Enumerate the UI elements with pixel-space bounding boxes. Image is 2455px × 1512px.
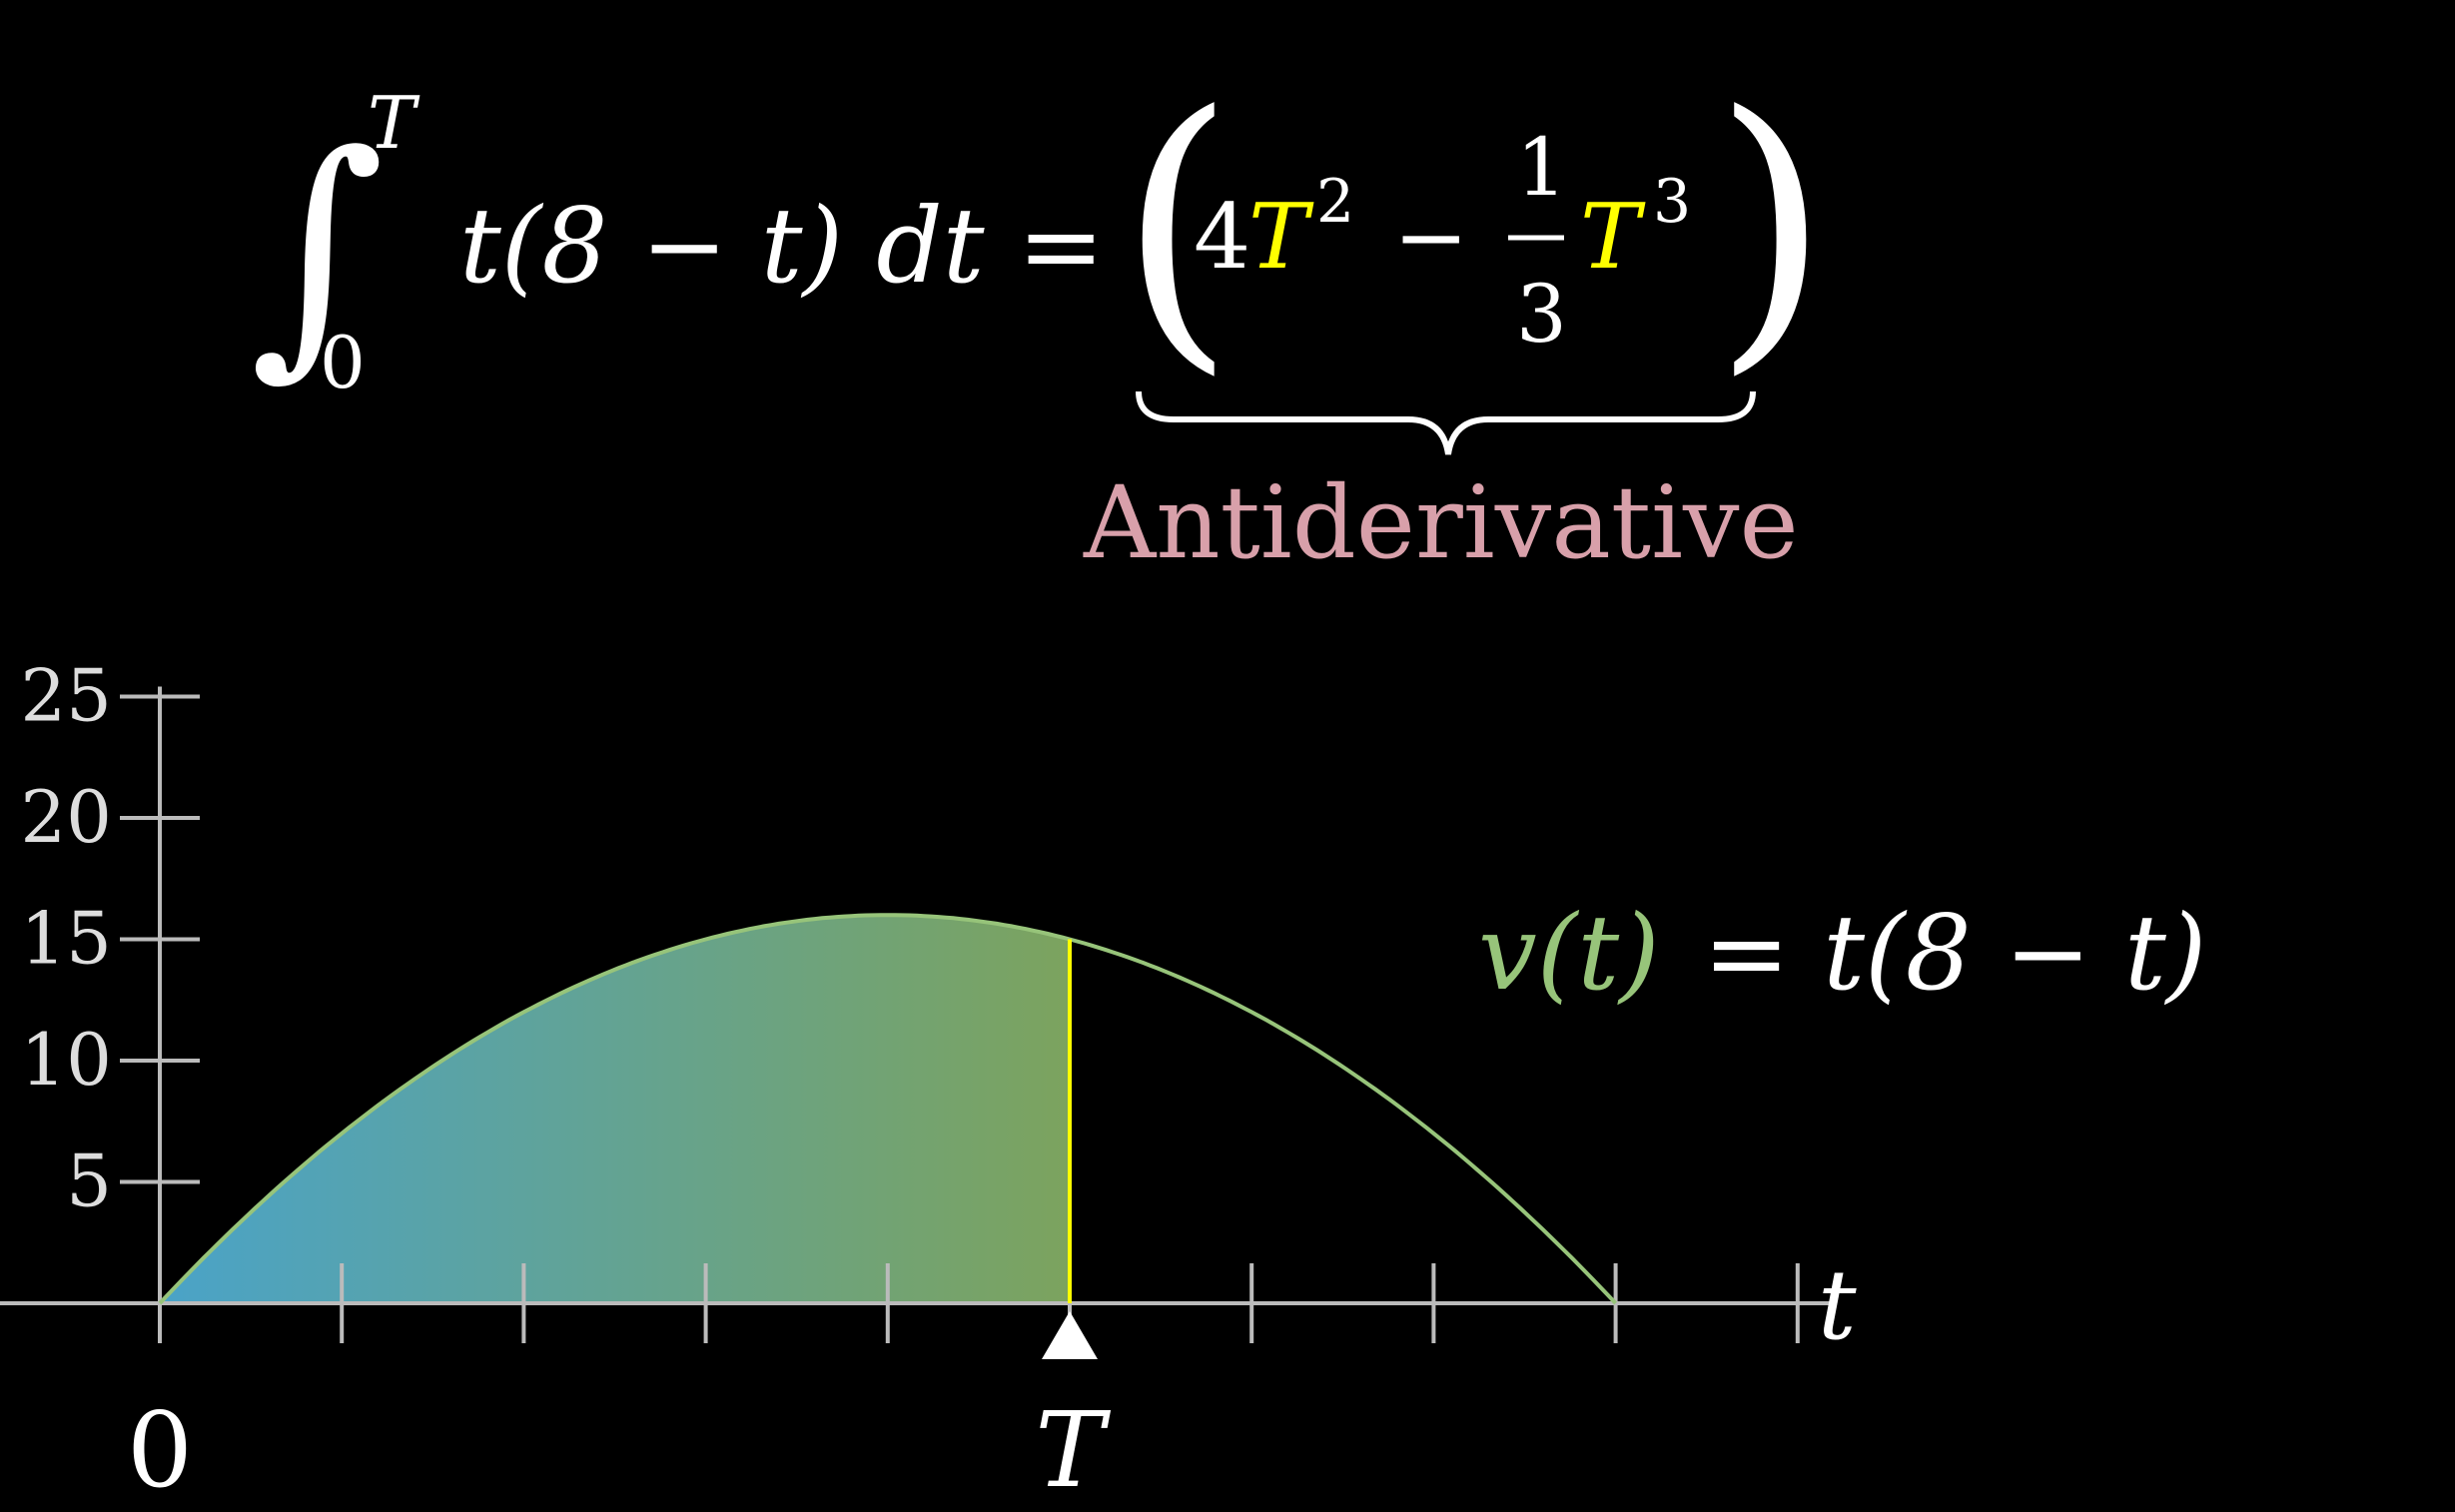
curve-label: v(t) = t(8 − t) xyxy=(1478,892,2206,1014)
integral-lower-limit: 0 xyxy=(320,321,366,404)
x-tick-label: 0 xyxy=(127,1389,193,1511)
rhs-coef1: 4 xyxy=(1194,185,1250,290)
integral-formula: ∫ T 0 t(8 − t) dt = ( 4 T 2 − 1 3 T 3 ) … xyxy=(250,52,1830,581)
x-tick-label: T xyxy=(1035,1389,1111,1511)
y-tick-label: 25 xyxy=(20,654,112,738)
rhs-exp1: 2 xyxy=(1316,167,1354,237)
x-axis-label: t xyxy=(1818,1249,1857,1361)
antiderivative-label: Antiderivative xyxy=(1083,464,1799,581)
curve-label-rhs: = t(8 − t) xyxy=(1703,892,2206,1014)
rhs-var2: T xyxy=(1580,185,1646,290)
axes: 5 10 15 20 25 t xyxy=(0,654,1857,1361)
y-tick-label: 15 xyxy=(20,897,112,981)
rhs-var1: T xyxy=(1248,185,1314,290)
rhs-minus: − xyxy=(1393,185,1468,290)
y-tick-label: 5 xyxy=(66,1139,112,1223)
left-paren: ( xyxy=(1119,52,1235,400)
integral-shaded-area xyxy=(160,915,1070,1303)
integral-sign: ∫ xyxy=(250,100,385,401)
integrand: t(8 − t) dt = xyxy=(459,185,1105,307)
underbrace xyxy=(1136,390,1756,455)
curve-label-lhs: v(t) xyxy=(1478,892,1660,1014)
right-paren: ) xyxy=(1713,52,1830,400)
integral-upper-limit: T xyxy=(368,81,420,165)
frac-denominator: 3 xyxy=(1516,268,1567,361)
frac-numerator: 1 xyxy=(1516,121,1567,214)
y-tick-label: 10 xyxy=(20,1018,112,1102)
y-ticks: 5 10 15 20 25 xyxy=(20,654,200,1223)
velocity-curve xyxy=(158,913,1618,1305)
rhs-exp2: 3 xyxy=(1653,167,1691,237)
t-marker-triangle[interactable] xyxy=(1042,1311,1098,1359)
y-tick-label: 20 xyxy=(20,775,112,859)
